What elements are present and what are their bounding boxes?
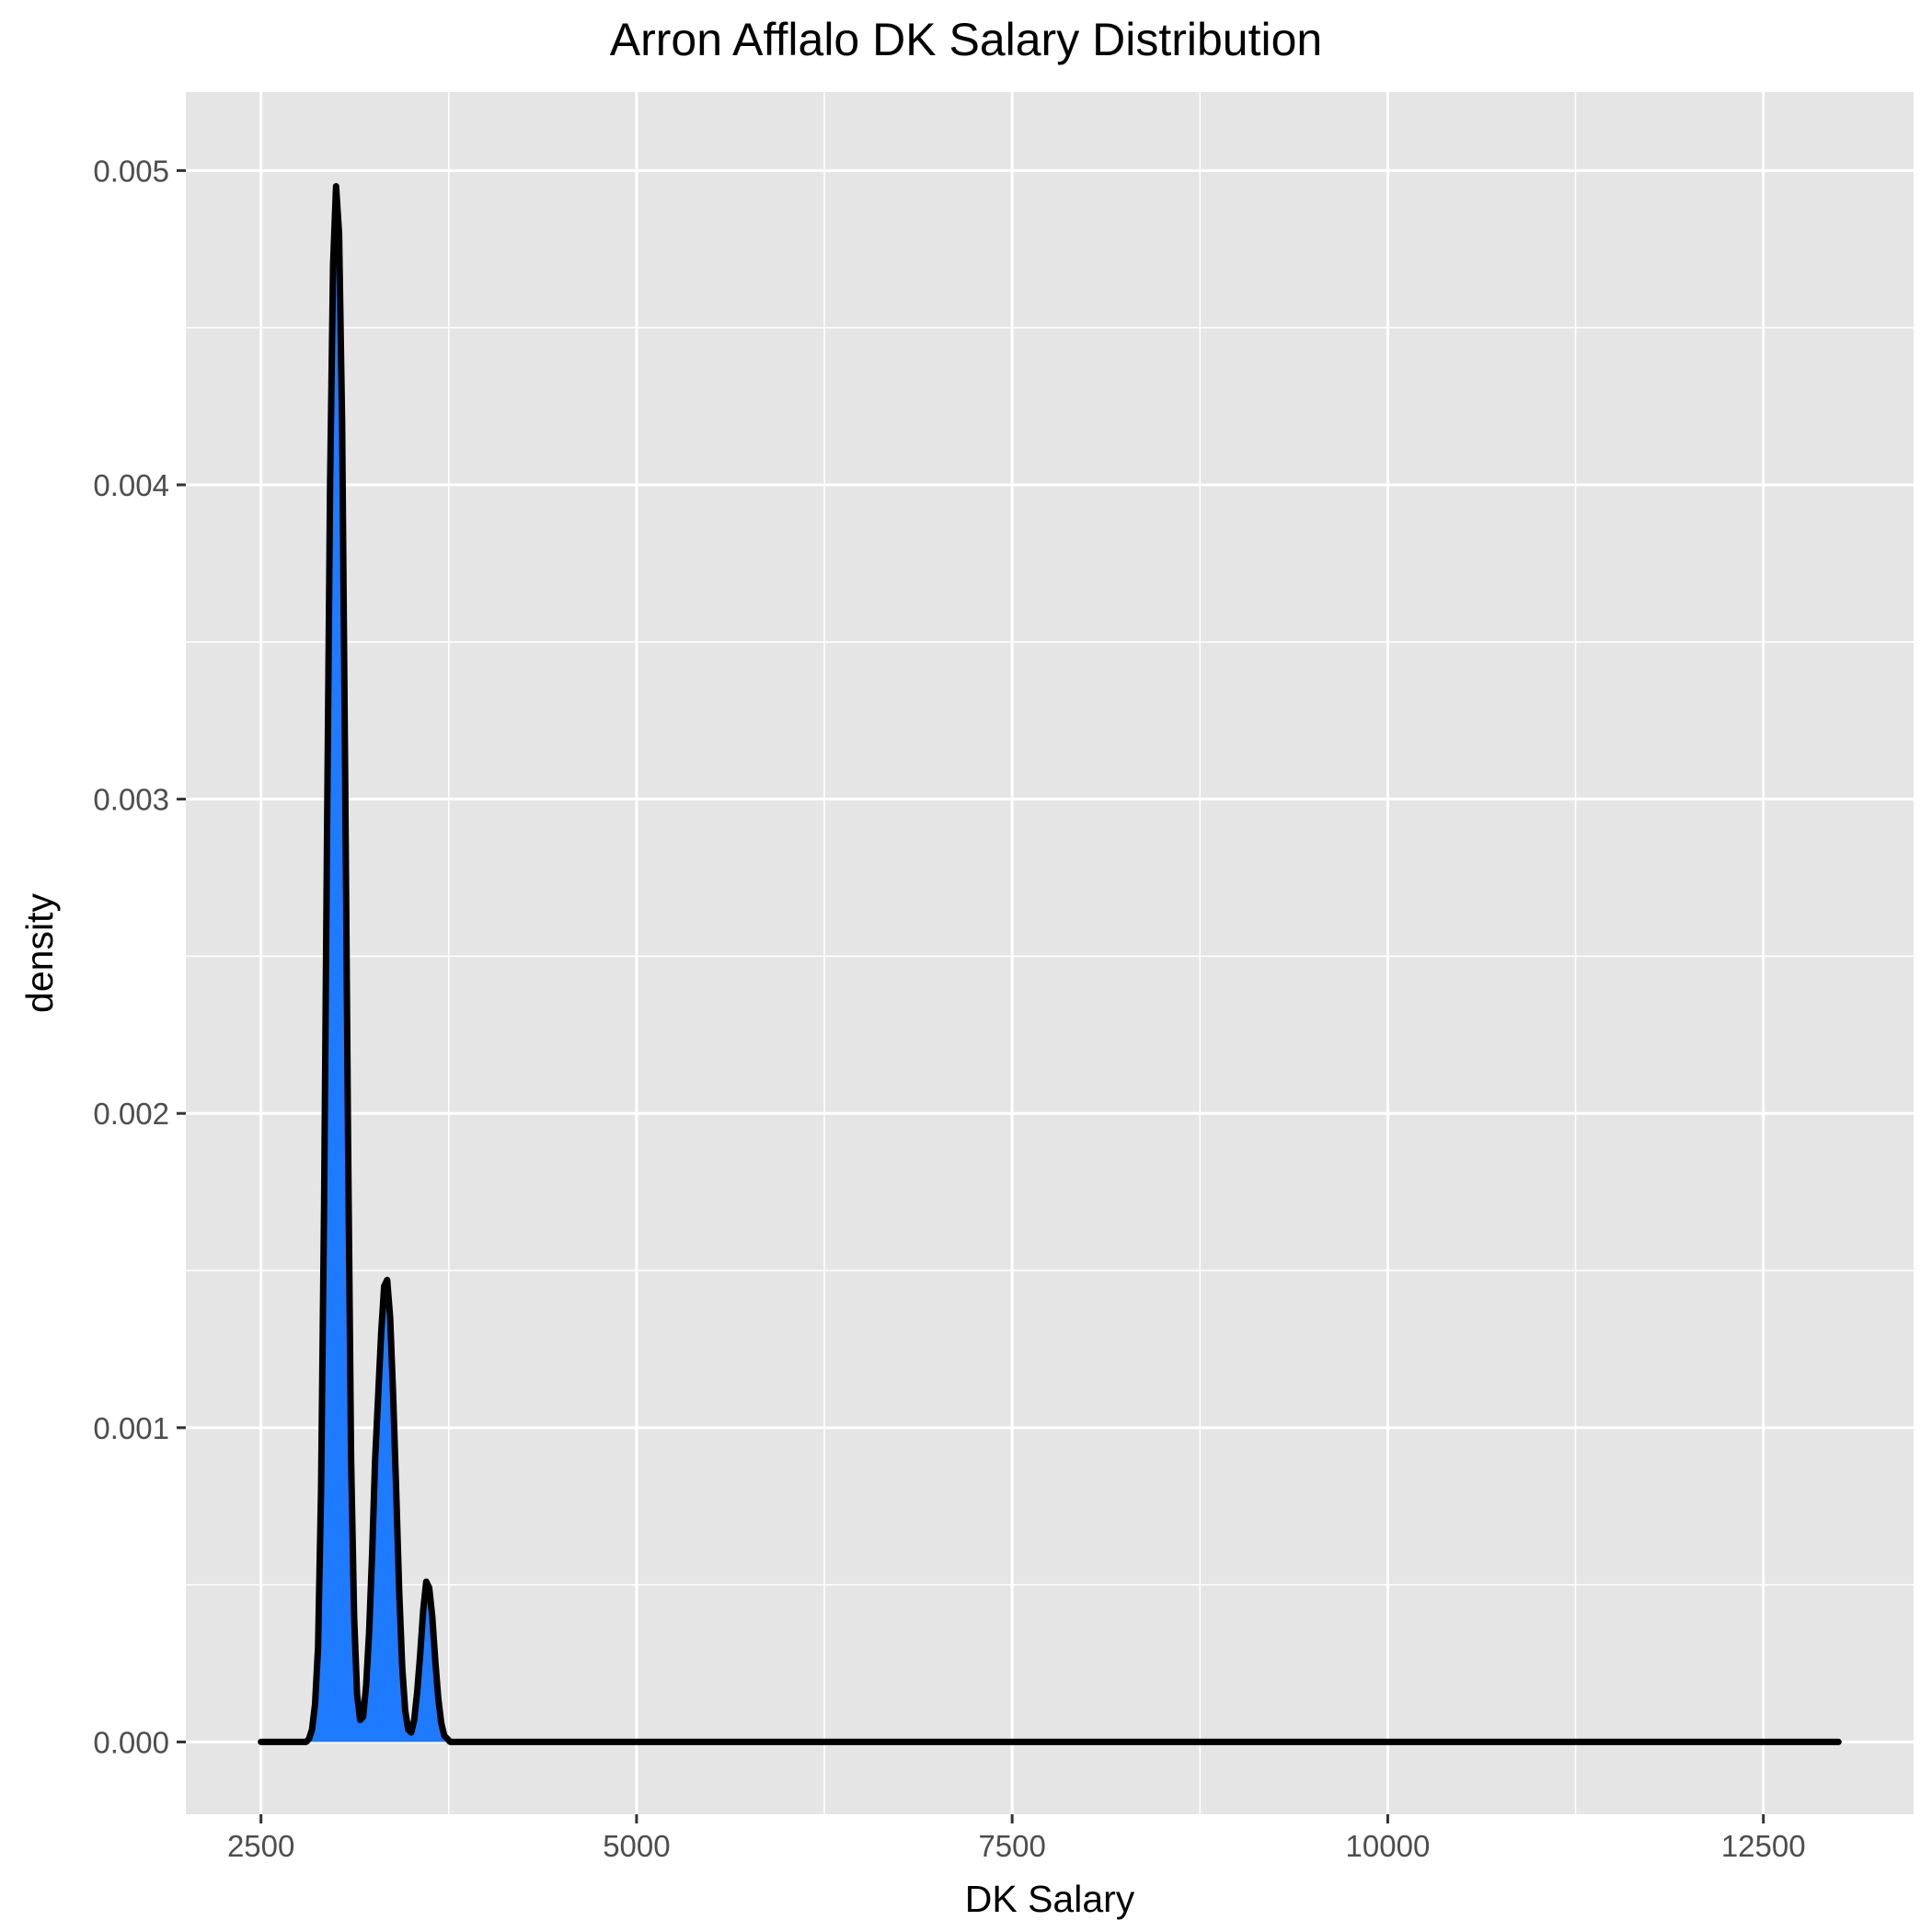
x-tick-label: 2500: [227, 1829, 294, 1863]
y-tick-label: 0.001: [93, 1411, 169, 1445]
plot-panel: [186, 92, 1914, 1814]
y-tick-label: 0.002: [93, 1097, 169, 1131]
x-axis: 2500 5000 7500 10000 12500: [227, 1814, 1806, 1863]
minor-gridlines: [186, 92, 1914, 1814]
x-tick-label: 5000: [603, 1829, 670, 1863]
y-axis-title: density: [18, 893, 61, 1013]
x-tick-label: 12500: [1721, 1829, 1806, 1863]
x-tick-label: 7500: [978, 1829, 1045, 1863]
y-tick-label: 0.003: [93, 783, 169, 817]
x-axis-title: DK Salary: [965, 1878, 1135, 1920]
y-axis: 0.000 0.001 0.002 0.003 0.004 0.005: [93, 154, 186, 1759]
y-tick-label: 0.000: [93, 1725, 169, 1759]
x-tick-label: 10000: [1346, 1829, 1431, 1863]
y-tick-label: 0.005: [93, 154, 169, 188]
chart-title: Arron Afflalo DK Salary Distribution: [609, 14, 1323, 65]
density-line: [258, 182, 1842, 1745]
y-tick-label: 0.004: [93, 468, 169, 502]
